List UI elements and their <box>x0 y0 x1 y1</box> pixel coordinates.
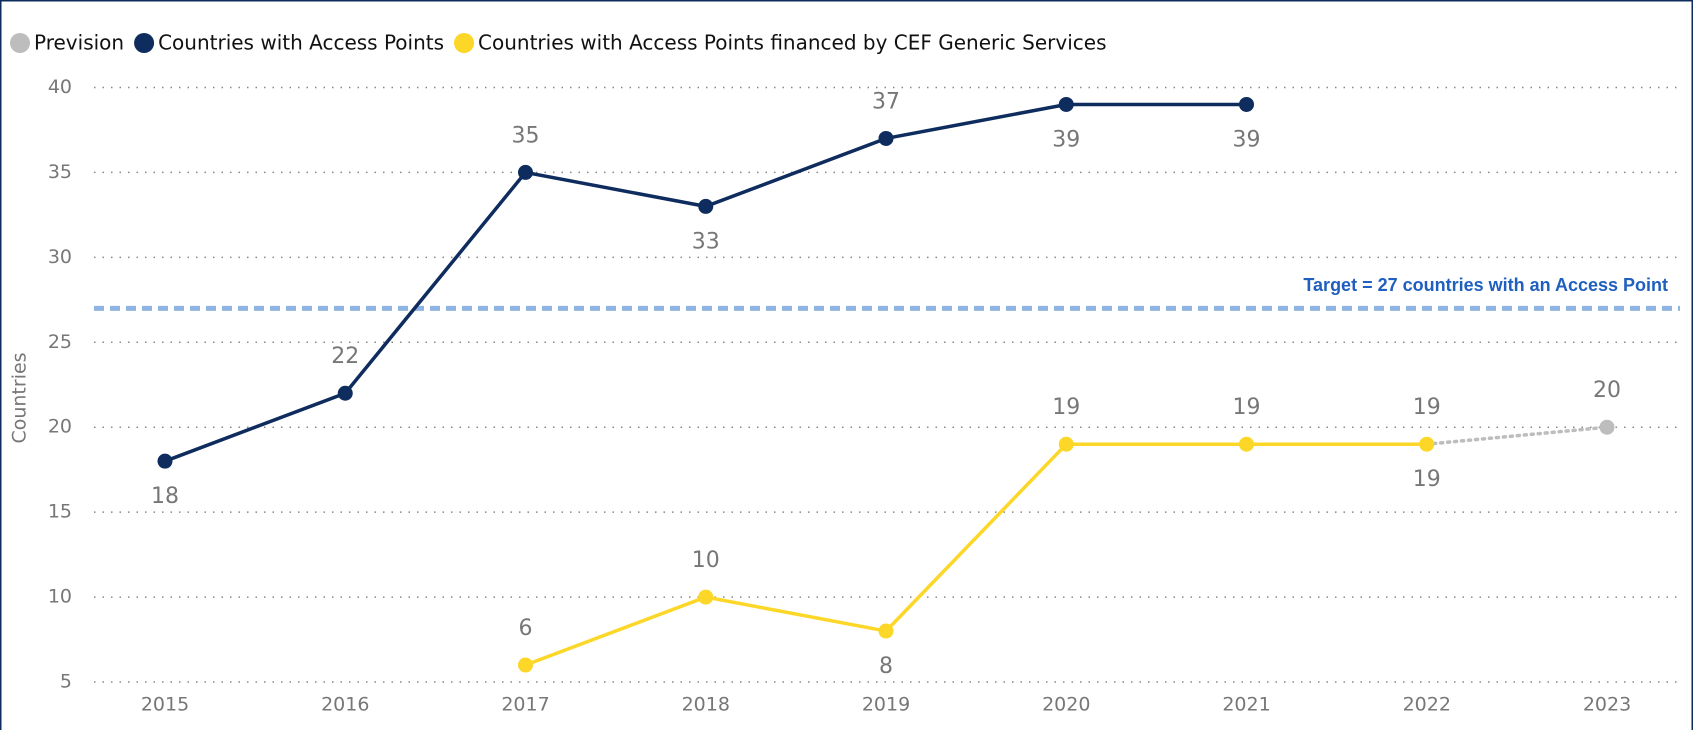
data-label: 33 <box>692 229 720 254</box>
data-point <box>1599 419 1615 435</box>
data-label: 35 <box>512 123 540 148</box>
data-label: 22 <box>331 344 359 369</box>
legend-marker <box>134 33 155 53</box>
data-point <box>1058 436 1074 452</box>
data-point <box>518 657 533 673</box>
data-point <box>878 623 894 639</box>
x-tick-label: 2022 <box>1403 694 1451 716</box>
y-tick-label: 5 <box>60 671 72 693</box>
data-label: 39 <box>1052 127 1080 152</box>
legend-marker <box>454 33 475 53</box>
y-tick-label: 15 <box>48 501 72 523</box>
data-point <box>337 385 353 401</box>
series-line <box>1425 425 1609 446</box>
legend-label: Countries with Access Points <box>158 31 444 55</box>
data-label: 19 <box>1052 395 1080 420</box>
data-point <box>878 130 894 146</box>
data-label: 19 <box>1413 467 1441 492</box>
data-label: 6 <box>519 616 533 641</box>
legend-label: Countries with Access Points financed by… <box>478 31 1106 55</box>
data-label: 19 <box>1413 395 1441 420</box>
series-line <box>163 102 1249 463</box>
x-tick-label: 2019 <box>862 694 910 716</box>
data-label: 39 <box>1233 127 1261 152</box>
data-point <box>1239 436 1254 452</box>
x-tick-label: 2017 <box>501 694 549 716</box>
data-label: 19 <box>1233 395 1261 420</box>
x-tick-label: 2015 <box>141 694 189 716</box>
data-label: 37 <box>872 89 900 114</box>
series-line <box>523 442 1429 667</box>
data-point <box>1239 96 1254 112</box>
data-label: 10 <box>692 548 720 573</box>
x-tick-label: 2018 <box>682 694 730 716</box>
data-point <box>1419 436 1435 452</box>
data-label: 18 <box>151 484 179 509</box>
x-tick-label: 2016 <box>321 694 369 716</box>
data-label: 8 <box>879 654 893 679</box>
y-tick-label: 35 <box>48 161 72 183</box>
y-tick-label: 20 <box>48 416 72 438</box>
data-point <box>698 589 714 605</box>
legend-label: Prevision <box>34 31 124 55</box>
y-tick-label: 30 <box>48 246 72 268</box>
x-tick-label: 2020 <box>1042 694 1090 716</box>
y-tick-label: 10 <box>48 586 72 608</box>
data-point <box>518 164 533 180</box>
x-tick-label: 2023 <box>1583 694 1631 716</box>
data-label: 20 <box>1593 378 1621 403</box>
data-point <box>1058 96 1074 112</box>
y-tick-label: 25 <box>48 331 72 353</box>
legend-marker <box>10 33 30 53</box>
y-axis-label: Countries <box>9 352 31 443</box>
y-tick-label: 40 <box>48 76 72 98</box>
data-point <box>157 453 173 469</box>
x-tick-label: 2021 <box>1222 694 1270 716</box>
data-point <box>698 198 714 214</box>
target-label: Target = 27 countries with an Access Poi… <box>1303 275 1668 295</box>
